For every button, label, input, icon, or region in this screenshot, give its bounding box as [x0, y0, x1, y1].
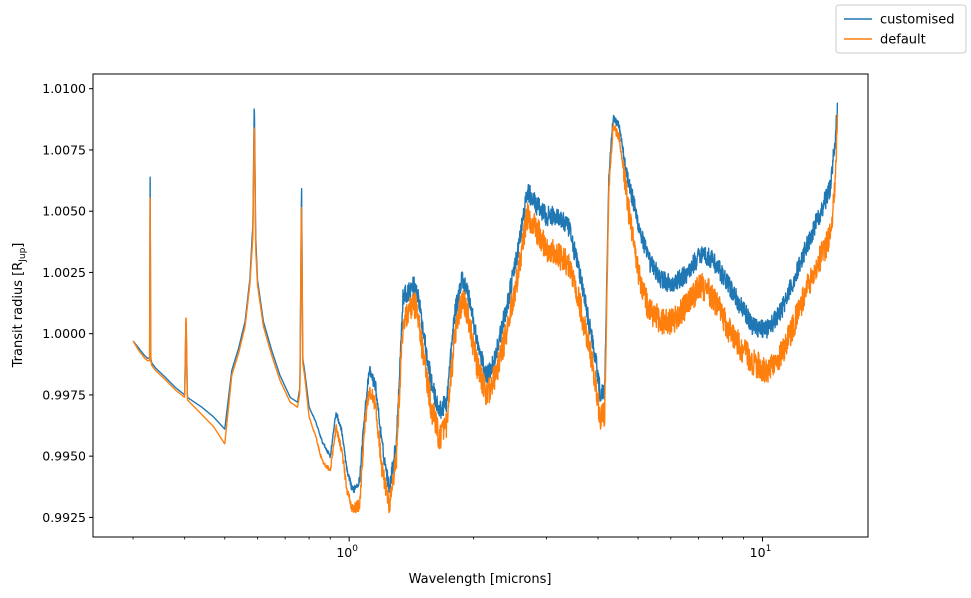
legend: customised default — [835, 4, 967, 54]
y-tick-label: 1.0000 — [42, 326, 86, 341]
y-tick-label: 1.0100 — [42, 81, 86, 96]
x-tick-label: 100 — [336, 544, 358, 560]
y-tick-label: 1.0050 — [42, 204, 86, 219]
x-tick-label: 101 — [750, 544, 772, 560]
y-axis: 0.9925 0.9950 0.9975 1.0000 1.0025 1.0050 1.00… — [42, 81, 93, 525]
legend-label-customised: customised — [880, 13, 955, 28]
y-tick-label: 1.0075 — [42, 142, 86, 157]
y-axis-label-end: ] — [11, 243, 26, 248]
series-line-default — [132, 113, 839, 514]
legend-label-default: default — [880, 33, 926, 48]
y-tick-label: 1.0025 — [42, 265, 86, 280]
y-axis-label: Transit radius [RJup] — [11, 243, 28, 369]
y-axis-label-sub: Jup — [18, 247, 28, 262]
x-axis: 100 101 — [132, 537, 772, 560]
y-tick-label: 0.9925 — [42, 510, 86, 525]
x-axis-label: Wavelength [microns] — [409, 572, 552, 587]
plot-frame — [92, 73, 869, 538]
series-layer — [132, 102, 839, 514]
y-tick-label: 0.9975 — [42, 387, 86, 402]
y-tick-label: 0.9950 — [42, 449, 86, 464]
legend-box — [835, 4, 967, 54]
y-axis-label-main: Transit radius [R — [11, 262, 26, 369]
